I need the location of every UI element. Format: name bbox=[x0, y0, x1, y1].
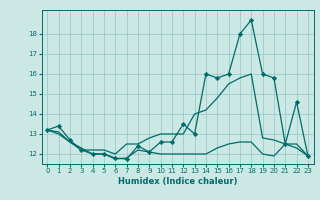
X-axis label: Humidex (Indice chaleur): Humidex (Indice chaleur) bbox=[118, 177, 237, 186]
